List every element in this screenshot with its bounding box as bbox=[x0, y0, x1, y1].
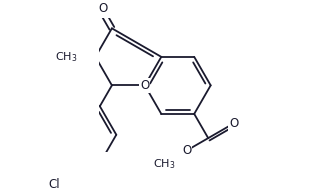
Text: CH$_3$: CH$_3$ bbox=[55, 50, 77, 64]
Text: Cl: Cl bbox=[49, 178, 60, 191]
Text: CH$_3$: CH$_3$ bbox=[153, 157, 175, 171]
Text: O: O bbox=[229, 117, 238, 130]
Text: O: O bbox=[182, 144, 192, 157]
Text: O: O bbox=[98, 2, 108, 15]
Text: O: O bbox=[140, 79, 150, 92]
